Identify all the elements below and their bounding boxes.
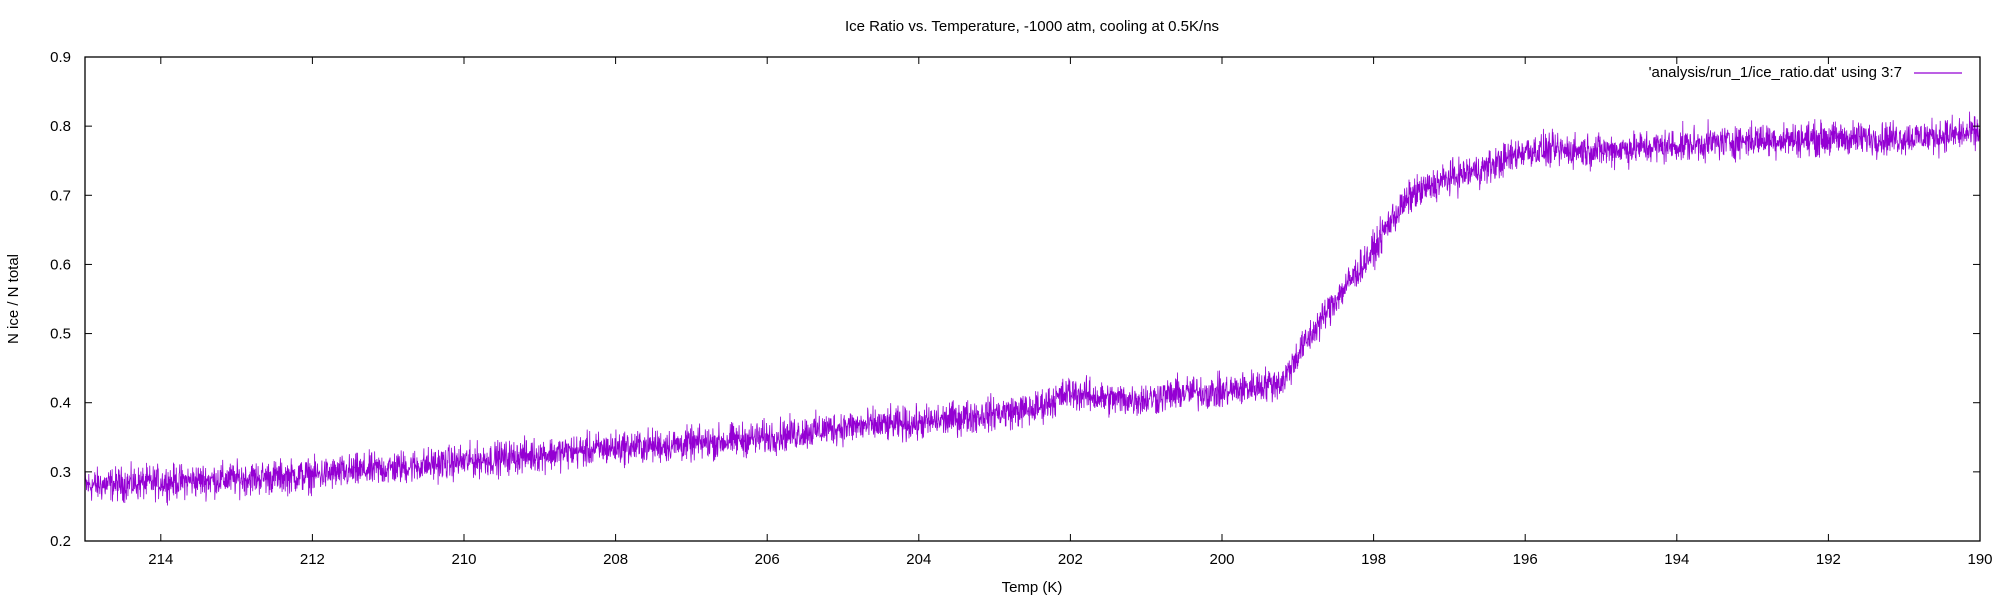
x-tick-label: 202: [1058, 551, 1083, 568]
x-tick-label: 196: [1513, 551, 1538, 568]
series-line: [84, 111, 1981, 506]
x-tick-label: 194: [1664, 551, 1689, 568]
x-tick-label: 204: [906, 551, 931, 568]
y-tick-label: 0.9: [50, 49, 71, 66]
y-tick-label: 0.6: [50, 256, 71, 273]
x-tick-label: 208: [603, 551, 628, 568]
legend: 'analysis/run_1/ice_ratio.dat' using 3:7: [1649, 64, 1962, 81]
x-tick-label: 206: [755, 551, 780, 568]
chart-title: Ice Ratio vs. Temperature, -1000 atm, co…: [845, 18, 1219, 35]
y-tick-label: 0.8: [50, 118, 71, 135]
x-tick-label: 200: [1209, 551, 1234, 568]
x-tick-label: 198: [1361, 551, 1386, 568]
y-tick-label: 0.4: [50, 395, 71, 412]
tick-layer: 214 212 210 208 206 204 202 200 198 196 194 192 190 0…: [50, 49, 1992, 568]
y-tick-label: 0.7: [50, 187, 71, 204]
y-tick-label: 0.5: [50, 326, 71, 343]
x-tick-label: 214: [148, 551, 173, 568]
x-axis-label: Temp (K): [1002, 579, 1063, 596]
x-tick-label: 190: [1967, 551, 1992, 568]
x-tick-label: 192: [1816, 551, 1841, 568]
x-tick-label: 212: [300, 551, 325, 568]
y-axis-label: N ice / N total: [5, 254, 22, 344]
legend-entry-label: 'analysis/run_1/ice_ratio.dat' using 3:7: [1649, 64, 1902, 81]
plot-frame: [84, 56, 1981, 542]
series-layer: [84, 111, 1981, 506]
y-tick-label: 0.3: [50, 464, 71, 481]
y-tick-label: 0.2: [50, 533, 71, 550]
x-tick-label: 210: [451, 551, 476, 568]
